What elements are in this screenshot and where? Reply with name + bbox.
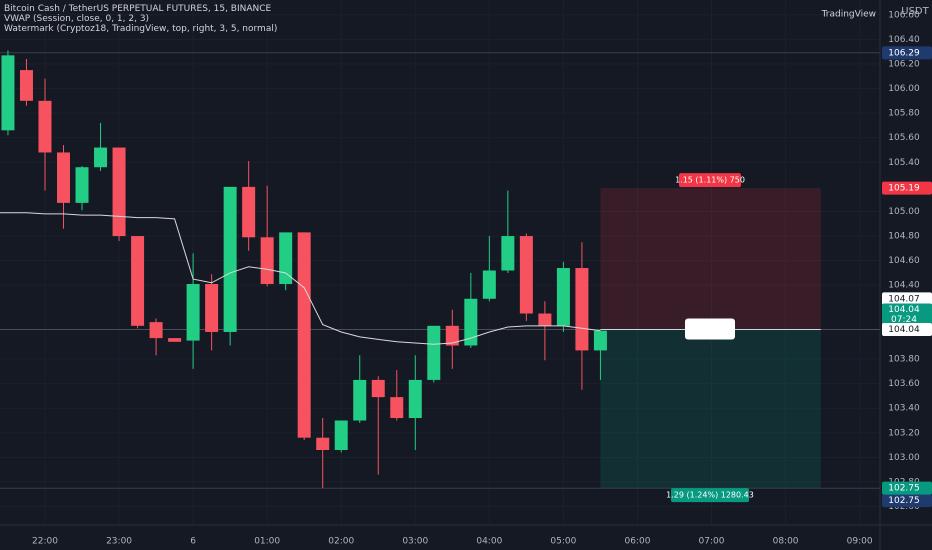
y-tick-label: 105.60	[888, 133, 920, 143]
y-tick-label: 103.40	[888, 404, 920, 414]
low-price-bg	[882, 494, 932, 508]
y-tick-label: 105.40	[888, 158, 920, 168]
x-tick-label: 03:00	[402, 537, 428, 547]
indicator-label: VWAP (Session, close, 0, 1, 2, 3)	[4, 14, 149, 24]
candle-body	[149, 322, 163, 339]
y-tick-label: 103.20	[888, 428, 920, 438]
y-tick-label: 104.40	[888, 281, 920, 291]
high-price-bg	[882, 46, 932, 60]
x-tick-label: 6	[190, 537, 196, 547]
stop-zone	[600, 188, 821, 330]
candle-body	[223, 186, 237, 332]
candle-body	[112, 147, 126, 237]
candle-body	[1, 55, 15, 131]
y-tick-label: 103.00	[888, 453, 920, 463]
candle-body	[205, 284, 219, 332]
plot	[0, 50, 880, 489]
candle-body	[57, 152, 71, 203]
last-price: 104.04	[888, 305, 920, 315]
x-tick-label: 23:00	[106, 537, 132, 547]
stop-text-bg	[679, 173, 741, 188]
y-tick-label: 106.00	[888, 84, 920, 94]
candle-body	[519, 236, 533, 314]
stop-price-bg	[882, 181, 932, 195]
last-price-bg	[882, 303, 932, 326]
candle-body	[316, 437, 330, 450]
x-tick-label: 06:00	[624, 537, 650, 547]
x-tick-label: 22:00	[32, 537, 58, 547]
target-text-bg	[671, 488, 749, 503]
candle-body	[390, 397, 404, 419]
entry-handle	[685, 318, 735, 340]
stop-text: 1.15 (1.11%) 750	[675, 176, 745, 185]
y-tick-label: 106.20	[888, 59, 920, 69]
candle-body	[408, 379, 422, 419]
y-tick-label: 106.60	[888, 10, 920, 20]
candle-body	[131, 236, 145, 326]
x-tick-label: 01:00	[254, 537, 280, 547]
marker-price: 104.07	[888, 294, 920, 304]
candle-body	[482, 270, 496, 299]
vwap-line	[0, 212, 601, 345]
candle-body	[538, 313, 552, 326]
watermark: TradingView	[821, 10, 876, 20]
candle-body	[556, 268, 570, 326]
candle-body	[427, 325, 441, 380]
y-tick-label: 104.60	[888, 256, 920, 266]
marker-price-bg	[882, 292, 932, 306]
candle-body	[371, 379, 385, 398]
candle-body	[279, 232, 293, 285]
candle-body	[38, 100, 52, 153]
x-tick-label: 09:00	[847, 537, 873, 547]
candle-body	[593, 330, 607, 351]
countdown: 07:24	[891, 315, 917, 325]
target-price: 102.75	[888, 484, 920, 494]
y-tick-label: 104.80	[888, 232, 920, 242]
candle-body	[501, 236, 515, 271]
watermark-info: Watermark (Cryptoz18, TradingView, top, …	[4, 24, 277, 34]
target-zone	[600, 329, 821, 489]
entry-price: 104.04	[888, 325, 920, 335]
chart-title: Bitcoin Cash / TetherUS PERPETUAL FUTURE…	[4, 4, 272, 14]
y-tick-label: 105.00	[888, 207, 920, 217]
x-tick-label: 02:00	[328, 537, 354, 547]
candle-body	[464, 298, 478, 346]
candle-body	[242, 186, 256, 238]
candle-body	[445, 325, 459, 346]
stop-price: 105.19	[888, 184, 920, 194]
high-price: 106.29	[888, 48, 920, 58]
x-tick-label: 08:00	[773, 537, 799, 547]
candle-body	[75, 167, 89, 203]
entry-price-bg	[882, 323, 932, 337]
candle-body	[334, 420, 348, 450]
x-tick-label: 07:00	[699, 537, 725, 547]
candle-body	[94, 147, 108, 168]
currency: USDT	[901, 6, 929, 17]
candle-body	[19, 70, 33, 101]
y-tick-label: 103.80	[888, 355, 920, 365]
x-tick-label: 04:00	[476, 537, 502, 547]
y-tick-label: 106.40	[888, 35, 920, 45]
candle-body	[575, 268, 589, 351]
candle-body	[260, 237, 274, 285]
low-price: 102.75	[888, 496, 920, 506]
candle-body	[186, 284, 200, 341]
candle-body	[353, 379, 367, 421]
candle-body	[297, 232, 311, 438]
target-text: 1.29 (1.24%) 1280.43	[666, 491, 754, 500]
target-price-bg	[882, 481, 932, 495]
y-tick-label: 103.60	[888, 379, 920, 389]
x-tick-label: 05:00	[550, 537, 576, 547]
y-tick-label: 105.80	[888, 109, 920, 119]
candle-body	[168, 338, 182, 342]
